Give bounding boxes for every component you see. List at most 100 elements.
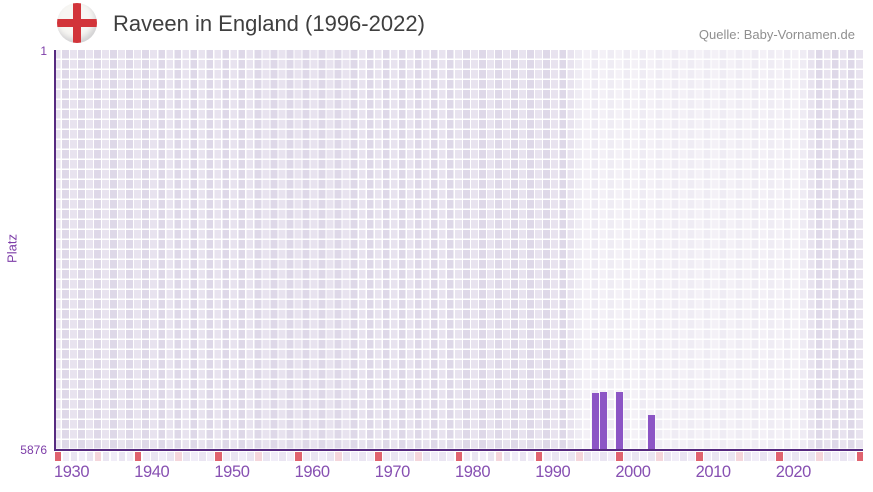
y-axis-max-label: 1 (40, 44, 47, 58)
year-tick-1960 (295, 452, 302, 461)
year-tick-2030 (856, 452, 864, 461)
year-tick-2025 (816, 452, 824, 461)
year-tick-1935 (94, 452, 102, 461)
year-tick-1947 (190, 452, 198, 461)
year-tick-2022 (792, 452, 800, 461)
year-tick-1936 (102, 452, 110, 461)
year-tick-2018 (760, 452, 768, 461)
year-tick-2010 (696, 452, 703, 461)
england-flag-icon (57, 3, 97, 43)
year-tick-1992 (551, 452, 559, 461)
year-tick-1980 (455, 452, 463, 461)
year-tick-1987 (511, 452, 519, 461)
year-tick-2006 (664, 452, 671, 461)
year-tick-1995 (575, 452, 583, 461)
year-tick-1956 (263, 452, 270, 461)
x-axis-tick-strip (54, 452, 864, 461)
x-axis-label-2000: 2000 (615, 463, 651, 481)
year-tick-1965 (335, 452, 342, 461)
year-tick-1985 (495, 452, 503, 461)
x-axis-label-1940: 1940 (134, 463, 170, 481)
year-tick-2021 (784, 452, 792, 461)
year-tick-1991 (543, 452, 551, 461)
year-tick-1990 (535, 452, 543, 461)
page-title: Raveen in England (1996-2022) (113, 11, 425, 36)
year-tick-1934 (86, 452, 94, 461)
year-tick-1937 (110, 452, 118, 461)
year-tick-2015 (736, 452, 743, 461)
bar-2004 (647, 415, 655, 450)
year-tick-1959 (287, 452, 294, 461)
year-tick-1953 (238, 452, 246, 461)
source-attribution: Quelle: Baby-Vornamen.de (698, 27, 855, 42)
year-tick-2017 (752, 452, 760, 461)
year-tick-1938 (118, 452, 126, 461)
year-tick-2028 (840, 452, 848, 461)
year-tick-2014 (728, 452, 735, 461)
year-tick-1967 (351, 452, 359, 461)
year-tick-1957 (271, 452, 278, 461)
year-tick-1981 (463, 452, 471, 461)
year-tick-1982 (471, 452, 479, 461)
year-tick-1933 (78, 452, 86, 461)
year-tick-2004 (647, 452, 655, 461)
year-tick-1978 (439, 452, 447, 461)
year-tick-1968 (359, 452, 367, 461)
x-axis-label-1950: 1950 (214, 463, 250, 481)
year-tick-1977 (431, 452, 439, 461)
year-tick-1948 (198, 452, 206, 461)
year-tick-1984 (487, 452, 495, 461)
year-tick-2023 (800, 452, 808, 461)
x-axis-label-1990: 1990 (535, 463, 571, 481)
year-tick-2024 (808, 452, 816, 461)
year-tick-2003 (639, 452, 647, 461)
year-tick-1940 (134, 452, 142, 461)
year-tick-1952 (230, 452, 238, 461)
year-tick-1930 (54, 452, 62, 461)
year-tick-1954 (246, 452, 254, 461)
year-tick-1986 (503, 452, 511, 461)
year-tick-1970 (375, 452, 383, 461)
year-tick-1964 (327, 452, 334, 461)
year-tick-1976 (423, 452, 431, 461)
x-axis-line (54, 449, 863, 451)
year-tick-2019 (768, 452, 776, 461)
y-axis-min-label: 5876 (20, 443, 47, 457)
year-tick-1941 (142, 452, 150, 461)
year-tick-2013 (720, 452, 727, 461)
bar-1998 (599, 391, 607, 450)
year-tick-1944 (166, 452, 174, 461)
year-tick-1996 (583, 452, 591, 461)
year-tick-1997 (591, 452, 599, 461)
year-tick-1971 (383, 452, 391, 461)
year-tick-1993 (559, 452, 567, 461)
x-axis-label-2020: 2020 (775, 463, 812, 481)
year-tick-2001 (623, 452, 631, 461)
year-tick-1943 (158, 452, 166, 461)
year-tick-2027 (832, 452, 840, 461)
bar-2000 (615, 391, 623, 450)
year-tick-2000 (615, 452, 623, 461)
year-tick-1979 (447, 452, 455, 461)
year-tick-1945 (174, 452, 182, 461)
year-tick-1972 (391, 452, 399, 461)
plot-area (54, 50, 863, 451)
x-axis-label-1960: 1960 (294, 463, 331, 481)
year-tick-1966 (343, 452, 351, 461)
year-tick-1999 (607, 452, 615, 461)
year-tick-1963 (319, 452, 326, 461)
bar-1997 (591, 393, 599, 450)
year-tick-1939 (126, 452, 134, 461)
year-tick-1975 (415, 452, 423, 461)
year-tick-1931 (62, 452, 70, 461)
flag-cross-horizontal (57, 19, 97, 27)
year-tick-1946 (182, 452, 190, 461)
data-period-highlight (576, 50, 808, 450)
year-tick-1989 (527, 452, 535, 461)
year-tick-1942 (150, 452, 158, 461)
year-tick-1932 (70, 452, 78, 461)
y-axis-title: Platz (4, 234, 20, 263)
year-tick-1950 (214, 452, 222, 461)
year-tick-2029 (848, 452, 856, 461)
